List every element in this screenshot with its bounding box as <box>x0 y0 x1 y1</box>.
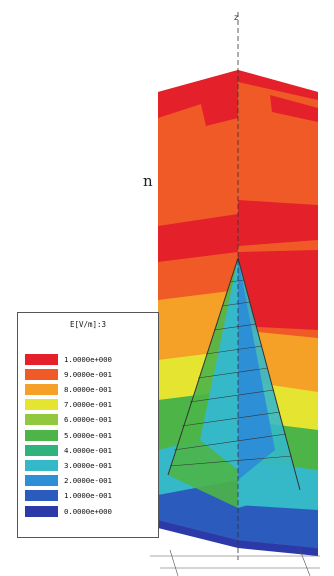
bottom-band <box>158 520 318 556</box>
legend-row: 2.0000e-001 <box>25 475 112 487</box>
legend-label: 2.0000e-001 <box>64 476 112 486</box>
legend-label: 4.0000e-001 <box>64 445 112 455</box>
legend-row: 9.0000e-001 <box>25 368 112 380</box>
legend-swatch <box>25 429 58 441</box>
legend-label: 1.0000e-001 <box>64 491 112 501</box>
ground-grid <box>150 549 320 576</box>
legend-row: 1.0000e+000 <box>25 353 112 365</box>
legend-swatch <box>25 444 58 456</box>
legend-label: 6.0000e-001 <box>64 415 112 425</box>
legend-row: 5.0000e-001 <box>25 429 112 441</box>
color-legend: E[V/m]:3 1.0000e+000 9.0000e-001 8.0000e-0… <box>17 312 159 538</box>
legend-row: 0.0000e+000 <box>25 505 112 517</box>
legend-swatch <box>25 414 58 426</box>
legend-swatch <box>25 399 58 411</box>
legend-swatch <box>25 353 58 365</box>
z-axis-label: z <box>234 13 238 22</box>
legend-swatch <box>25 505 58 517</box>
legend-swatch <box>25 383 58 395</box>
legend-label: 0.0000e+000 <box>64 506 112 516</box>
legend-label: 1.0000e+000 <box>64 354 112 364</box>
legend-row: 3.0000e-001 <box>25 459 112 471</box>
legend-row: 6.0000e-001 <box>25 414 112 426</box>
legend-row: 8.0000e-001 <box>25 383 112 395</box>
legend-title: E[V/m]:3 <box>69 320 107 329</box>
legend-label: 9.0000e-001 <box>64 369 112 379</box>
legend-row: 4.0000e-001 <box>25 444 112 456</box>
legend-swatch <box>25 459 58 471</box>
legend-row: 1.0000e-001 <box>25 490 112 502</box>
legend-label: 8.0000e-001 <box>64 384 112 394</box>
legend-swatch <box>25 368 58 380</box>
legend-swatch <box>25 490 58 502</box>
legend-row: 7.0000e-001 <box>25 399 112 411</box>
legend-label: 5.0000e-001 <box>64 430 112 440</box>
legend-label: 3.0000e-001 <box>64 460 112 470</box>
legend-swatch <box>25 475 58 487</box>
legend-label: 7.0000e-001 <box>64 400 112 410</box>
pyramid <box>167 257 301 508</box>
stray-text: n <box>143 172 153 190</box>
